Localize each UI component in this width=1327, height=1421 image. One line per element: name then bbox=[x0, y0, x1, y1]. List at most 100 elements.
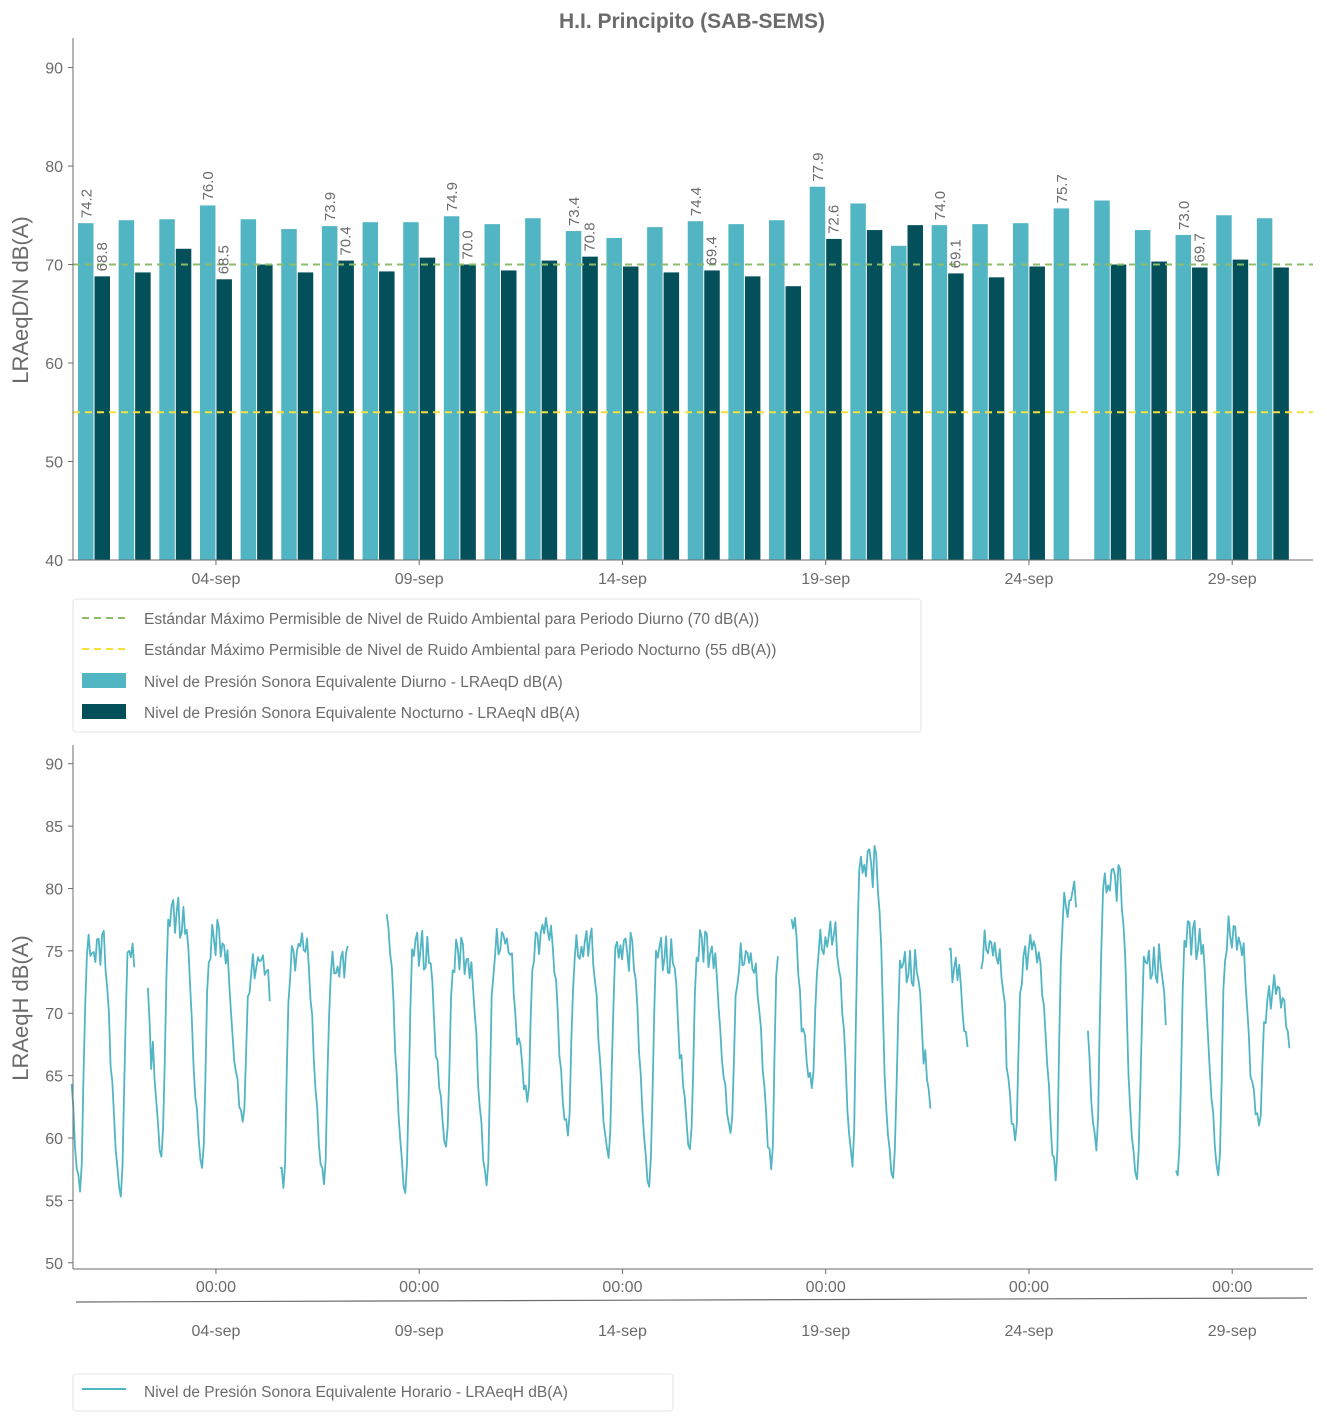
top-y-tick-label: 50 bbox=[45, 455, 63, 472]
bottom-hour-tick-label: 00:00 bbox=[1009, 1279, 1049, 1296]
day-bar-21 bbox=[891, 245, 907, 560]
legend-item-yellow-standard: Estándar Máximo Permisible de Nivel de R… bbox=[144, 642, 776, 659]
legend-day-swatch bbox=[82, 673, 126, 688]
bottom-legend: Nivel de Presión Sonora Equivalente Hora… bbox=[72, 1373, 674, 1412]
night-bar-7 bbox=[338, 260, 354, 560]
bottom-date-tick-label: 29-sep bbox=[1208, 1323, 1257, 1340]
bottom-y-tick-label: 85 bbox=[45, 819, 63, 836]
data-label-28-day: 73.0 bbox=[1176, 201, 1193, 230]
day-bar-9 bbox=[403, 222, 419, 560]
data-label-13-night: 70.8 bbox=[582, 222, 599, 251]
day-bar-27 bbox=[1134, 230, 1151, 560]
daily-bar-chart: LRAeqD/N dB(A) 74.2 68.8 76.0 68.5 73.9 70.4 7… bbox=[8, 38, 1313, 588]
data-label-19-night: 72.6 bbox=[825, 205, 842, 234]
bottom-hour-tick-label: 00:00 bbox=[602, 1279, 642, 1296]
night-bar-16 bbox=[704, 270, 720, 560]
day-bar-2 bbox=[118, 220, 135, 560]
day-bar-14 bbox=[606, 237, 622, 560]
night-bar-4 bbox=[216, 279, 232, 560]
chart-title: H.I. Principito (SAB-SEMS) bbox=[559, 10, 825, 33]
data-label-1-day: 74.2 bbox=[78, 189, 95, 218]
bottom-hour-tick-label: 00:00 bbox=[399, 1279, 439, 1296]
day-bar-15 bbox=[647, 227, 663, 561]
top-axes: 40 50 60 70 80 90 04-sep 09-sep 14-sep 19-sep 24-s… bbox=[45, 38, 1313, 588]
day-bar-8 bbox=[362, 222, 379, 560]
day-bar-29 bbox=[1216, 215, 1232, 560]
day-bar-13 bbox=[565, 231, 582, 560]
top-x-tick-label: 19-sep bbox=[801, 571, 850, 588]
bar-data-labels: 74.2 68.8 76.0 68.5 73.9 70.4 74.9 70.0 73.470.8… bbox=[78, 153, 1208, 275]
night-bar-27 bbox=[1151, 261, 1167, 560]
day-bar-6 bbox=[281, 229, 297, 560]
hourly-line-series bbox=[70, 845, 1291, 1198]
legend-item-night: Nivel de Presión Sonora Equivalente Noct… bbox=[144, 705, 580, 722]
bottom-y-axis-label: LRAeqH dB(A) bbox=[8, 935, 33, 1081]
night-bar-3 bbox=[175, 248, 192, 560]
top-y-tick-label: 60 bbox=[45, 356, 63, 373]
bottom-y-tick-label: 70 bbox=[45, 1006, 63, 1023]
top-y-axis-label: LRAeqD/N dB(A) bbox=[8, 216, 33, 384]
legend-item-hourly: Nivel de Presión Sonora Equivalente Hora… bbox=[144, 1384, 568, 1401]
top-bars bbox=[78, 186, 1289, 561]
day-bar-24 bbox=[1012, 223, 1029, 560]
data-label-7-day: 73.9 bbox=[322, 192, 339, 221]
bottom-date-tick-label: 09-sep bbox=[395, 1323, 444, 1340]
night-bar-29 bbox=[1232, 259, 1249, 560]
night-bar-30 bbox=[1273, 267, 1289, 560]
bottom-date-tick-label: 04-sep bbox=[191, 1323, 240, 1340]
bottom-date-tick-label: 19-sep bbox=[801, 1323, 850, 1340]
data-label-22-day: 74.0 bbox=[932, 191, 949, 220]
legend-item-green-standard: Estándar Máximo Permisible de Nivel de R… bbox=[144, 611, 759, 628]
day-bar-20 bbox=[850, 203, 866, 560]
bottom-axes: 50 55 60 65 70 75 80 85 90 00:00 04-sep 00:00 09-sep… bbox=[45, 745, 1313, 1340]
night-bar-22 bbox=[948, 273, 964, 560]
day-bar-16 bbox=[687, 221, 704, 561]
night-bar-2 bbox=[135, 272, 151, 560]
day-bar-30 bbox=[1256, 218, 1273, 560]
legend-item-day: Nivel de Presión Sonora Equivalente Diur… bbox=[144, 674, 563, 691]
data-label-4-day: 76.0 bbox=[200, 171, 217, 200]
night-bar-6 bbox=[297, 272, 314, 560]
day-bar-19 bbox=[809, 186, 826, 560]
legend-night-swatch bbox=[82, 704, 126, 719]
bottom-y-tick-label: 90 bbox=[45, 757, 63, 774]
night-bar-18 bbox=[785, 286, 802, 560]
data-label-13-day: 73.4 bbox=[566, 197, 583, 226]
night-bar-20 bbox=[866, 230, 883, 560]
day-bar-7 bbox=[321, 226, 338, 560]
night-bar-17 bbox=[744, 276, 761, 560]
bottom-hour-tick-label: 00:00 bbox=[1212, 1279, 1252, 1296]
data-label-1-night: 68.8 bbox=[94, 242, 111, 271]
data-label-7-night: 70.4 bbox=[338, 226, 355, 255]
night-bar-15 bbox=[663, 272, 680, 560]
data-label-22-night: 69.1 bbox=[947, 239, 964, 268]
data-label-25-day: 75.7 bbox=[1054, 174, 1071, 203]
bottom-y-tick-label: 75 bbox=[45, 944, 63, 961]
day-bar-12 bbox=[525, 218, 541, 560]
bottom-date-tick-label: 14-sep bbox=[598, 1323, 647, 1340]
day-bar-4 bbox=[199, 205, 216, 560]
data-label-10-night: 70.0 bbox=[460, 230, 477, 259]
day-bar-26 bbox=[1094, 200, 1110, 560]
bottom-hour-tick-label: 00:00 bbox=[806, 1279, 846, 1296]
reference-lines bbox=[73, 263, 1313, 414]
top-legend: Estándar Máximo Permisible de Nivel de R… bbox=[72, 598, 922, 733]
top-legend-frame bbox=[72, 598, 922, 733]
day-bar-1 bbox=[78, 223, 94, 560]
day-bar-3 bbox=[159, 219, 175, 560]
top-y-tick-label: 70 bbox=[45, 258, 63, 275]
day-bar-28 bbox=[1175, 234, 1192, 560]
top-x-tick-label: 29-sep bbox=[1208, 571, 1257, 588]
night-bar-13 bbox=[582, 256, 598, 560]
night-bar-23 bbox=[988, 277, 1005, 560]
bottom-y-tick-label: 50 bbox=[45, 1256, 63, 1273]
bottom-hour-tick-label: 00:00 bbox=[196, 1279, 236, 1296]
data-label-19-day: 77.9 bbox=[810, 153, 827, 182]
bottom-y-tick-label: 80 bbox=[45, 881, 63, 898]
day-bar-25 bbox=[1053, 208, 1070, 560]
top-y-tick-label: 80 bbox=[45, 159, 63, 176]
bottom-date-tick-label: 24-sep bbox=[1004, 1323, 1053, 1340]
top-y-tick-label: 90 bbox=[45, 61, 63, 78]
data-label-4-night: 68.5 bbox=[216, 245, 233, 274]
